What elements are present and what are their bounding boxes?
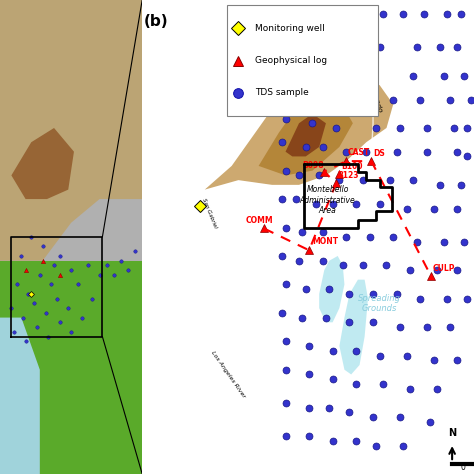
Text: MONT: MONT	[312, 237, 338, 246]
Text: Monitoring well: Monitoring well	[255, 24, 325, 33]
Text: TDS sample: TDS sample	[255, 89, 309, 97]
Polygon shape	[0, 261, 142, 474]
Text: Geophysical log: Geophysical log	[255, 56, 328, 65]
Polygon shape	[319, 256, 345, 322]
Text: CULP: CULP	[433, 264, 456, 273]
Text: B098: B098	[302, 161, 324, 170]
Text: CAST: CAST	[348, 148, 370, 157]
Text: (b): (b)	[144, 14, 169, 29]
Polygon shape	[11, 128, 74, 199]
Text: N: N	[448, 428, 456, 438]
Polygon shape	[0, 0, 142, 261]
Polygon shape	[0, 0, 142, 261]
Polygon shape	[205, 62, 393, 190]
Text: DS: DS	[373, 149, 385, 158]
Polygon shape	[285, 114, 326, 156]
Text: Rio Hondo: Rio Hondo	[366, 77, 383, 113]
Text: Montebello
Administrative
Area: Montebello Administrative Area	[300, 185, 356, 215]
Text: B123: B123	[337, 171, 359, 180]
Text: B100: B100	[341, 162, 363, 171]
Text: Los Angeles River: Los Angeles River	[210, 350, 246, 399]
Polygon shape	[0, 318, 40, 474]
Text: COMM: COMM	[245, 216, 273, 225]
Polygon shape	[259, 90, 353, 175]
Polygon shape	[339, 280, 368, 374]
Text: Spreading
Grounds: Spreading Grounds	[358, 294, 401, 313]
Text: 0: 0	[460, 463, 465, 472]
Text: San Gabriel: San Gabriel	[201, 198, 218, 229]
FancyBboxPatch shape	[227, 5, 378, 116]
